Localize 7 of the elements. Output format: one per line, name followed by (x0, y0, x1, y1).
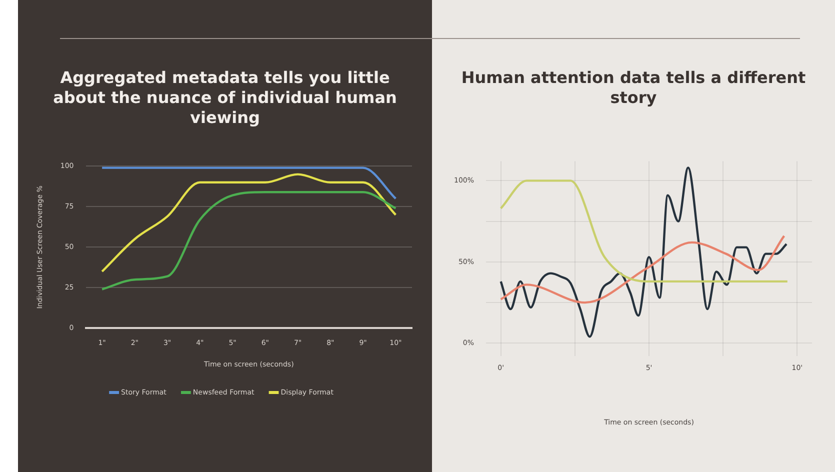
line-series (100, 173, 397, 273)
line-series (100, 191, 397, 290)
line-series (500, 234, 786, 304)
line-series (500, 166, 788, 338)
chart-title: Human attention data tells a different story (460, 68, 807, 108)
chart-title: Aggregated metadata tells you little about the nuance of individual human viewing (52, 68, 398, 128)
line-series (500, 180, 788, 283)
